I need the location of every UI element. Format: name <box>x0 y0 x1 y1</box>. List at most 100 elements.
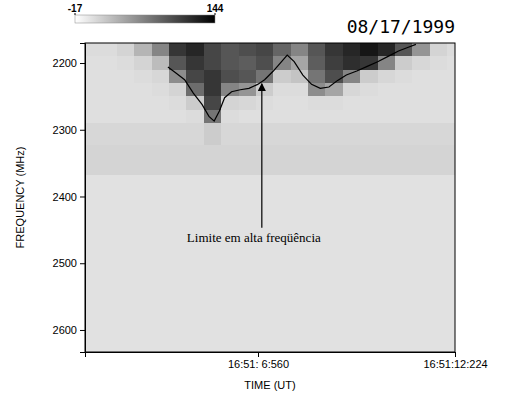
heatmap-cell <box>378 43 396 57</box>
heatmap-cell <box>169 123 187 145</box>
heatmap-cell <box>85 175 100 206</box>
colorbar <box>75 15 215 23</box>
heatmap-cell <box>85 325 100 352</box>
heatmap-cell <box>412 70 430 84</box>
heatmap-cell <box>239 175 257 206</box>
heatmap-cell <box>99 96 117 110</box>
y-axis-title: FREQUENCY (MHz) <box>14 147 26 249</box>
heatmap-cell <box>256 110 274 124</box>
heatmap-cell <box>239 145 257 176</box>
tick-mark <box>80 130 85 131</box>
heatmap-cell <box>395 123 413 145</box>
heatmap-cell <box>325 295 343 326</box>
heatmap-cell <box>308 175 326 206</box>
heatmap-cell <box>117 56 135 70</box>
heatmap-cell <box>395 295 413 326</box>
heatmap-cell <box>447 110 455 124</box>
heatmap-cell <box>99 43 117 57</box>
heatmap-cell <box>343 123 361 145</box>
heatmap-cell <box>99 325 117 352</box>
heatmap-cell <box>378 205 396 236</box>
heatmap-cell <box>204 325 222 352</box>
heatmap-cell <box>308 83 326 97</box>
heatmap-cell <box>239 43 257 57</box>
heatmap-cell <box>239 110 257 124</box>
heatmap-cell <box>447 83 455 97</box>
heatmap-cell <box>134 265 152 296</box>
heatmap-cell <box>325 110 343 124</box>
heatmap-cell <box>343 145 361 176</box>
heatmap-cell <box>273 43 291 57</box>
heatmap-cell <box>343 43 361 57</box>
heatmap-cell <box>221 83 239 97</box>
heatmap-cell <box>273 70 291 84</box>
heatmap-cell <box>134 295 152 326</box>
heatmap-cell <box>291 70 309 84</box>
heatmap-cell <box>221 175 239 206</box>
tick-label: 2400 <box>53 191 77 203</box>
heatmap-cell <box>256 56 274 70</box>
heatmap-cell <box>204 83 222 97</box>
heatmap-cell <box>152 110 170 124</box>
heatmap-cell <box>430 175 448 206</box>
heatmap-cell <box>152 83 170 97</box>
tick-mark <box>258 352 259 357</box>
heatmap-cell <box>325 83 343 97</box>
heatmap-cell <box>186 70 204 84</box>
x-tick: 16:51:12:224 <box>423 352 487 370</box>
heatmap-cell <box>273 145 291 176</box>
heatmap-cell <box>204 145 222 176</box>
heatmap-cell <box>273 295 291 326</box>
heatmap-cell <box>291 325 309 352</box>
heatmap-cell <box>117 265 135 296</box>
heatmap-cell <box>378 83 396 97</box>
heatmap-cell <box>239 56 257 70</box>
heatmap-cell <box>308 43 326 57</box>
heatmap-cell <box>360 96 378 110</box>
heatmap-cell <box>85 83 100 97</box>
heatmap-cell <box>204 123 222 145</box>
heatmap-cell <box>134 325 152 352</box>
heatmap-cell <box>117 110 135 124</box>
heatmap-cell <box>273 325 291 352</box>
heatmap-cell <box>117 96 135 110</box>
heatmap-cell <box>99 56 117 70</box>
heatmap-cell <box>273 83 291 97</box>
heatmap-cell <box>85 56 100 70</box>
heatmap-cell <box>395 110 413 124</box>
heatmap-cell <box>395 235 413 266</box>
heatmap-cell <box>378 56 396 70</box>
heatmap-cell <box>134 43 152 57</box>
heatmap-cell <box>134 96 152 110</box>
tick-mark <box>80 63 85 64</box>
heatmap-cell <box>395 205 413 236</box>
x-axis: 16:51: 6:56016:51:12:224 <box>86 352 488 370</box>
heatmap-cell <box>273 96 291 110</box>
heatmap-cell <box>169 43 187 57</box>
heatmap-cell <box>360 325 378 352</box>
heatmap-cell <box>221 145 239 176</box>
heatmap-cell <box>430 83 448 97</box>
heatmap-cell <box>343 175 361 206</box>
heatmap-cell <box>343 110 361 124</box>
heatmap-cell <box>412 110 430 124</box>
heatmap-cell <box>343 235 361 266</box>
heatmap-cell <box>152 145 170 176</box>
heatmap-cell <box>256 83 274 97</box>
heatmap-cell <box>395 325 413 352</box>
heatmap-cell <box>117 123 135 145</box>
heatmap-cell <box>447 70 455 84</box>
heatmap-cell <box>169 83 187 97</box>
heatmap-cell <box>152 325 170 352</box>
heatmap-cell <box>186 110 204 124</box>
heatmap-cell <box>325 175 343 206</box>
heatmap-cell <box>204 265 222 296</box>
heatmap-cell <box>325 265 343 296</box>
heatmap-cell <box>378 325 396 352</box>
heatmap-cell <box>169 70 187 84</box>
heatmap-cell <box>325 43 343 57</box>
heatmap-cell <box>239 96 257 110</box>
heatmap-cell <box>99 110 117 124</box>
heatmap-cell <box>325 123 343 145</box>
heatmap-cell <box>99 235 117 266</box>
